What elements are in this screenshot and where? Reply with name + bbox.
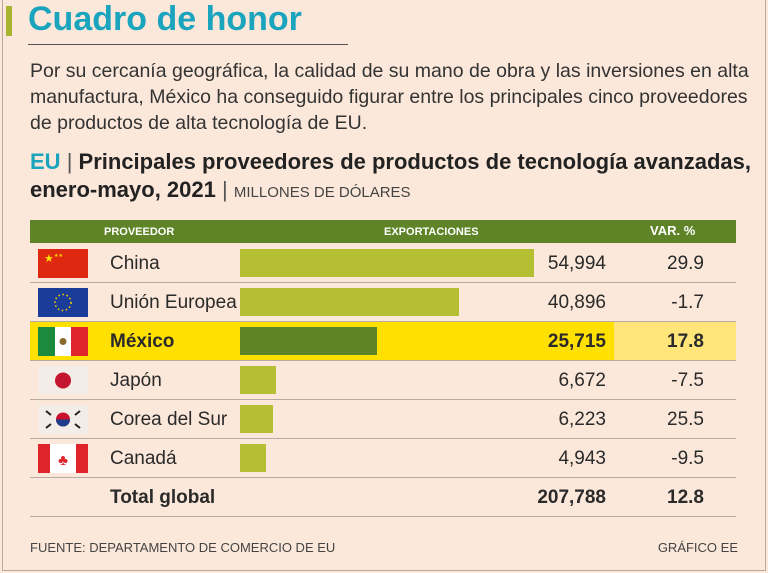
title-underline	[28, 44, 348, 45]
title-prefix: EU	[30, 149, 61, 174]
japan-flag-icon	[38, 366, 88, 395]
canada-flag-icon: ♣	[38, 444, 88, 473]
provider-name: Corea del Sur	[110, 409, 228, 430]
var-value: 17.8	[667, 331, 704, 352]
provider-name: Japón	[110, 370, 162, 391]
svg-text:★: ★	[44, 253, 54, 265]
china-flag-icon: ★ ★★	[38, 249, 88, 278]
table-row: Japón 6,672 -7.5	[30, 361, 736, 400]
provider-name: China	[110, 253, 160, 274]
total-row: Total global 207,788 12.8	[30, 478, 736, 517]
var-value: -7.5	[671, 370, 704, 391]
provider-name: México	[110, 331, 175, 352]
svg-text:♣: ♣	[58, 452, 68, 469]
page-title: Cuadro de honor	[28, 0, 302, 38]
bar	[240, 405, 274, 433]
export-value: 40,896	[547, 292, 606, 313]
credit: GRÁFICO EE	[657, 540, 738, 555]
var-highlight	[614, 322, 736, 360]
table-row: Unión Europea 40,896 -1.7	[30, 283, 736, 322]
bar	[240, 366, 276, 394]
bar	[240, 327, 378, 355]
title-accent-bar	[6, 6, 12, 36]
title-text: Principales proveedores de productos de …	[30, 149, 751, 202]
total-label: Total global	[110, 487, 216, 508]
provider-name: Unión Europea	[110, 292, 237, 313]
eu-flag-icon	[38, 288, 88, 317]
mexico-flag-icon	[38, 327, 88, 356]
unit-label: MILLONES DE DÓLARES	[233, 184, 411, 201]
var-value: -9.5	[671, 448, 704, 469]
export-value: 54,994	[547, 253, 606, 274]
col-proveedor: PROVEEDOR	[104, 226, 175, 238]
var-value: 25.5	[667, 409, 704, 430]
table-row: México 25,715 17.8	[30, 322, 736, 361]
intro-text: Por su cercanía geográfica, la calidad d…	[30, 60, 749, 134]
bar	[240, 444, 267, 472]
svg-text:★★: ★★	[54, 253, 63, 259]
export-value: 6,223	[558, 409, 606, 430]
export-value: 6,672	[558, 370, 606, 391]
provider-name: Canadá	[110, 448, 177, 469]
chart-title: EU | Principales proveedores de producto…	[30, 149, 751, 202]
source: FUENTE: DEPARTAMENTO DE COMERCIO DE EU	[30, 540, 336, 555]
var-value: 29.9	[667, 253, 704, 274]
export-value: 25,715	[547, 331, 606, 352]
bar	[240, 249, 534, 277]
table-header: PROVEEDOR EXPORTACIONES VAR. %	[30, 220, 736, 243]
table-row: Corea del Sur 6,223 25.5	[30, 400, 736, 439]
total-value: 207,788	[537, 487, 606, 508]
table-row: ★ ★★ China 54,994 29.9	[30, 244, 736, 283]
south-korea-flag-icon	[38, 405, 88, 434]
export-value: 4,943	[558, 448, 606, 469]
bar	[240, 288, 459, 316]
table-row: ♣ Canadá 4,943 -9.5	[30, 439, 736, 478]
var-value: -1.7	[671, 292, 704, 313]
col-exportaciones: EXPORTACIONES	[384, 226, 479, 238]
col-var: VAR. %	[650, 223, 696, 238]
total-var: 12.8	[667, 487, 704, 508]
